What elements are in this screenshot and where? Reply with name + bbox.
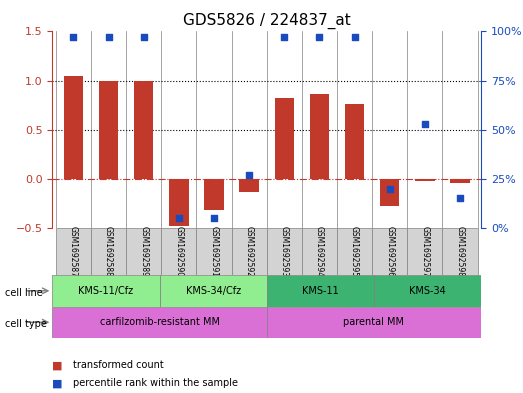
Text: GSM1692587: GSM1692587	[69, 226, 78, 277]
FancyBboxPatch shape	[442, 228, 477, 275]
Text: ■: ■	[52, 360, 63, 371]
Point	[140, 34, 148, 40]
Point	[175, 215, 183, 221]
FancyBboxPatch shape	[267, 228, 302, 275]
FancyBboxPatch shape	[232, 228, 267, 275]
Bar	[134, 81, 153, 179]
Point	[315, 34, 324, 40]
Point	[105, 34, 113, 40]
Point	[350, 34, 359, 40]
FancyBboxPatch shape	[91, 228, 126, 275]
Bar	[415, 179, 435, 181]
Text: GSM1692588: GSM1692588	[104, 226, 113, 277]
Text: GSM1692589: GSM1692589	[139, 226, 148, 277]
Bar	[380, 179, 400, 206]
FancyBboxPatch shape	[160, 275, 267, 307]
Text: carfilzomib-resistant MM: carfilzomib-resistant MM	[99, 317, 220, 327]
Bar	[450, 179, 470, 183]
FancyBboxPatch shape	[267, 275, 374, 307]
Text: cell line: cell line	[5, 288, 43, 298]
Bar	[345, 104, 365, 179]
Text: KMS-34/Cfz: KMS-34/Cfz	[186, 286, 241, 296]
FancyBboxPatch shape	[407, 228, 442, 275]
Bar	[99, 81, 118, 179]
FancyBboxPatch shape	[161, 228, 197, 275]
Bar	[64, 75, 83, 179]
Bar	[204, 179, 224, 210]
FancyBboxPatch shape	[52, 307, 267, 338]
Bar	[310, 94, 329, 179]
Text: transformed count: transformed count	[73, 360, 164, 371]
FancyBboxPatch shape	[337, 228, 372, 275]
Point	[69, 34, 77, 40]
Text: GSM1692595: GSM1692595	[350, 226, 359, 277]
Point	[245, 172, 253, 178]
FancyBboxPatch shape	[267, 307, 481, 338]
Text: GSM1692594: GSM1692594	[315, 226, 324, 277]
FancyBboxPatch shape	[126, 228, 161, 275]
Text: percentile rank within the sample: percentile rank within the sample	[73, 378, 238, 388]
Text: ■: ■	[52, 378, 63, 388]
Text: KMS-11/Cfz: KMS-11/Cfz	[78, 286, 133, 296]
Text: GSM1692598: GSM1692598	[456, 226, 464, 277]
Point	[280, 34, 289, 40]
Point	[385, 185, 394, 192]
Text: GSM1692591: GSM1692591	[210, 226, 219, 277]
Text: cell type: cell type	[5, 319, 47, 329]
FancyBboxPatch shape	[374, 275, 481, 307]
Text: GSM1692597: GSM1692597	[420, 226, 429, 277]
Text: GSM1692593: GSM1692593	[280, 226, 289, 277]
FancyBboxPatch shape	[52, 275, 160, 307]
Bar	[240, 179, 259, 191]
FancyBboxPatch shape	[197, 228, 232, 275]
FancyBboxPatch shape	[372, 228, 407, 275]
Point	[210, 215, 218, 221]
Text: KMS-11: KMS-11	[302, 286, 339, 296]
Text: GSM1692590: GSM1692590	[174, 226, 184, 277]
FancyBboxPatch shape	[302, 228, 337, 275]
Bar	[275, 98, 294, 179]
Title: GDS5826 / 224837_at: GDS5826 / 224837_at	[183, 13, 350, 29]
Point	[456, 195, 464, 202]
Point	[420, 121, 429, 127]
Bar	[169, 179, 188, 226]
FancyBboxPatch shape	[56, 228, 91, 275]
Text: KMS-34: KMS-34	[409, 286, 446, 296]
Text: GSM1692592: GSM1692592	[245, 226, 254, 277]
Text: GSM1692596: GSM1692596	[385, 226, 394, 277]
Text: parental MM: parental MM	[344, 317, 404, 327]
